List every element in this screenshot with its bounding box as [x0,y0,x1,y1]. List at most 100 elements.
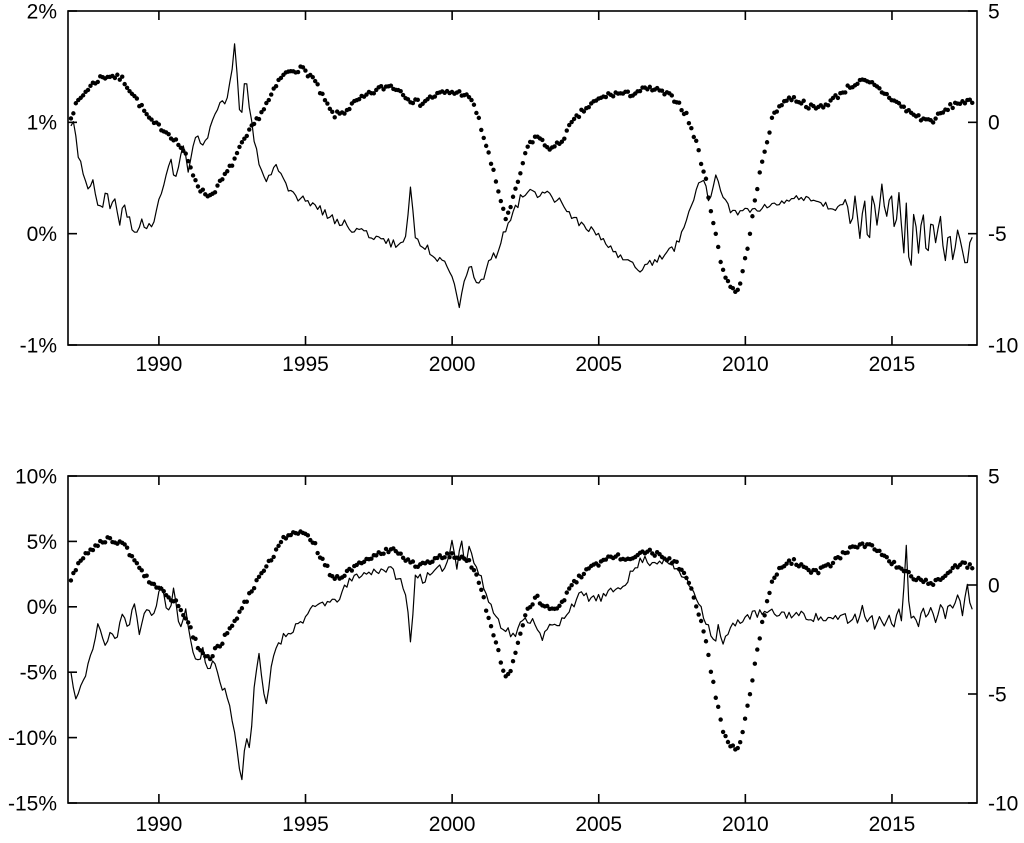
dot-marker [725,278,731,284]
dot-marker [332,115,337,120]
dot-marker [315,82,320,87]
dot-marker [185,620,191,625]
dot-marker [273,547,279,552]
dot-marker [95,79,101,85]
right-axis-tick-label: -10 [988,334,1018,357]
dot-marker [327,106,333,112]
dot-marker [237,609,242,614]
dot-marker [581,571,587,577]
x-axis-tick-label: 2010 [722,813,769,836]
dot-marker [801,98,806,103]
dot-marker [479,587,484,592]
dot-marker [747,231,753,237]
dot-marker [330,109,335,115]
dot-marker [312,540,318,546]
dot-marker [625,89,631,94]
dot-marker [694,138,699,144]
x-axis-tick-label: 2005 [575,353,622,376]
dot-marker [183,151,188,156]
dot-marker [940,110,946,115]
dot-marker [759,159,765,164]
dot-marker [567,586,572,591]
dot-marker [767,590,772,596]
dot-marker [552,144,557,149]
dot-marker [750,678,755,683]
dot-marker [176,142,181,148]
dot-marker [647,84,653,90]
dot-marker [745,703,750,708]
dot-marker [466,558,472,563]
dot-marker [166,595,171,600]
dot-marker [88,83,93,89]
dot-marker [930,582,936,587]
dot-marker [896,101,902,106]
dot-marker [254,578,259,583]
dot-marker [877,548,882,554]
dot-marker [491,167,496,172]
tick-labels: 1990 1995 2000 2005 2010 2015 2% 1% 0% -1% 5 0 -5 -10 [20,0,1019,376]
dot-marker [193,178,198,183]
dot-marker [315,550,320,556]
dot-marker [156,122,162,127]
dot-marker [166,131,171,137]
left-axis-tick-label: -15% [8,792,57,815]
dot-marker [513,650,518,655]
dot-marker [188,625,193,630]
dot-marker [779,103,784,108]
dot-marker [816,570,821,576]
dot-marker [769,115,775,120]
dot-marker [735,745,740,751]
dot-marker [510,194,516,199]
dot-marker [90,547,96,553]
dot-marker [229,163,235,168]
dot-marker [738,740,743,745]
dot-marker [474,572,479,577]
dot-marker [720,729,726,735]
dot-marker [508,204,513,210]
dot-marker [410,559,416,564]
dot-marker [916,113,921,118]
dot-marker [261,107,267,112]
dot-marker [667,556,672,561]
dot-marker [496,647,501,653]
plot-frame [67,475,978,804]
dot-marker [574,580,579,585]
dot-marker [891,559,897,565]
dot-marker [398,551,403,556]
dot-marker [68,578,74,583]
left-axis-tick-label: 0% [27,223,57,246]
dot-marker [471,102,477,107]
dot-marker [752,661,758,666]
right-axis-tick-label: 0 [988,574,1000,597]
dot-marker [696,148,701,153]
dot-marker [970,566,975,571]
dot-marker [237,144,242,150]
dot-marker [825,103,831,108]
dot-marker [750,214,755,219]
dot-marker [144,573,149,578]
dot-marker [752,198,758,203]
dot-marker [466,94,472,100]
dot-marker [557,603,562,608]
dot-marker [520,623,526,628]
left-axis-tick-label: -10% [8,727,57,750]
dot-marker [681,570,687,576]
dot-marker [239,140,245,145]
dot-marker [476,580,482,585]
dot-marker [173,598,179,603]
dot-marker [718,259,723,265]
dot-marker [774,572,780,577]
left-axis-tick-label: -1% [20,334,57,357]
dot-marker [723,275,728,280]
dot-marker [325,101,330,106]
dot-marker [757,170,762,175]
dot-marker [266,97,271,103]
dot-marker [576,114,582,120]
dot-marker [457,89,462,94]
dot-marker [698,618,704,624]
dot-marker [185,158,191,164]
left-axis-tick-label: 5% [27,531,57,554]
dot-marker [515,640,521,645]
dot-marker [518,171,523,176]
